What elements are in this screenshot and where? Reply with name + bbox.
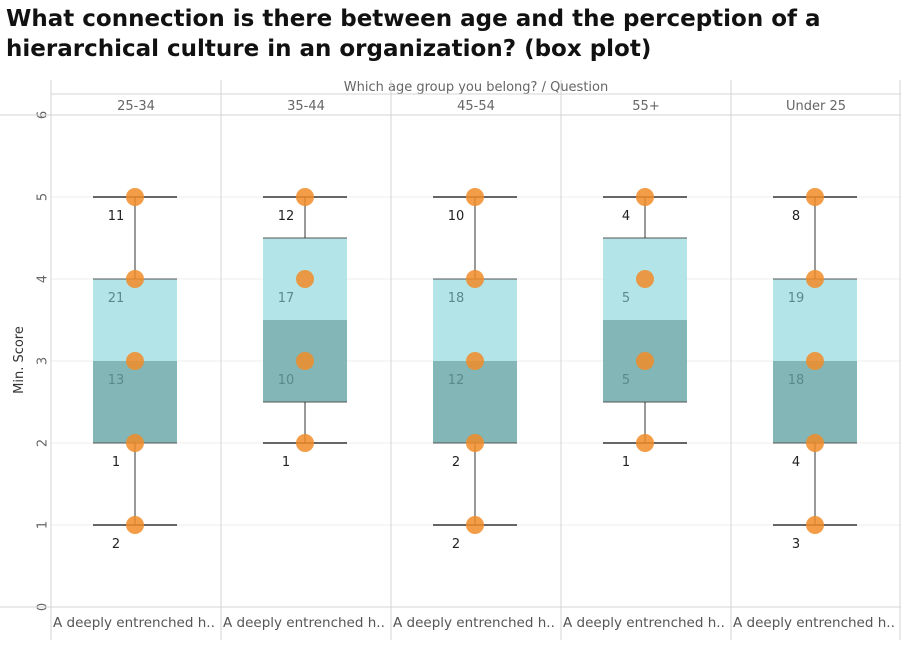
score-point	[806, 352, 824, 370]
score-point	[466, 270, 484, 288]
count-label: 12	[448, 373, 465, 388]
count-label: 13	[108, 373, 125, 388]
score-point	[126, 516, 144, 534]
score-point	[636, 352, 654, 370]
count-label: 18	[448, 291, 465, 306]
score-point	[466, 352, 484, 370]
age-group-header: 25-34	[117, 99, 155, 114]
age-group-header: Under 25	[786, 99, 846, 114]
box-upper	[773, 279, 857, 361]
panel-2: 45-54 2 2 12 18 10 A deeply entrenched h..	[393, 99, 555, 631]
count-label: 3	[792, 537, 800, 552]
count-label: 1	[112, 455, 120, 470]
y-axis-title: Min. Score	[12, 326, 27, 394]
box-lower	[433, 361, 517, 443]
count-label: 17	[278, 291, 295, 306]
age-group-header: 55+	[632, 99, 659, 114]
score-point	[636, 188, 654, 206]
question-label: A deeply entrenched h..	[563, 615, 725, 631]
age-group-header: 35-44	[287, 99, 325, 114]
y-tick-label: 5	[36, 193, 51, 201]
count-label: 5	[622, 291, 630, 306]
panel-3: 55+ 1 5 5 4 A deeply entrenched h..	[563, 99, 725, 631]
y-tick-label: 1	[36, 521, 51, 529]
count-label: 4	[792, 455, 800, 470]
count-label: 2	[452, 455, 460, 470]
chart-title: What connection is there between age and…	[6, 6, 821, 62]
score-point	[806, 188, 824, 206]
count-label: 2	[452, 537, 460, 552]
score-point	[126, 352, 144, 370]
count-label: 4	[622, 209, 630, 224]
question-label: A deeply entrenched h..	[733, 615, 895, 631]
score-point	[466, 188, 484, 206]
score-point	[126, 270, 144, 288]
count-label: 18	[788, 373, 805, 388]
question-label: A deeply entrenched h..	[53, 615, 215, 631]
question-label: A deeply entrenched h..	[393, 615, 555, 631]
y-tick-label: 2	[36, 439, 51, 447]
score-point	[466, 434, 484, 452]
count-label: 8	[792, 209, 800, 224]
score-point	[296, 188, 314, 206]
box-lower	[93, 361, 177, 443]
frame-layer	[0, 80, 901, 640]
count-label: 11	[108, 209, 125, 224]
panel-1: 35-44 1 10 17 12 A deeply entrenched h..	[223, 99, 385, 631]
box-lower	[773, 361, 857, 443]
score-point	[296, 270, 314, 288]
score-point	[806, 270, 824, 288]
count-label: 1	[282, 455, 290, 470]
box-upper	[93, 279, 177, 361]
score-point	[466, 516, 484, 534]
age-group-header: 45-54	[457, 99, 495, 114]
box-upper	[433, 279, 517, 361]
panel-4: Under 25 3 4 18 19 8 A deeply entrenched h..	[733, 99, 895, 631]
score-point	[806, 434, 824, 452]
count-label: 1	[622, 455, 630, 470]
count-label: 10	[448, 209, 465, 224]
score-point	[126, 188, 144, 206]
score-point	[636, 270, 654, 288]
count-label: 12	[278, 209, 295, 224]
score-point	[296, 352, 314, 370]
y-tick-label: 3	[36, 357, 51, 365]
score-point	[296, 434, 314, 452]
score-point	[126, 434, 144, 452]
count-label: 19	[788, 291, 805, 306]
score-point	[806, 516, 824, 534]
count-label: 5	[622, 373, 630, 388]
count-label: 2	[112, 537, 120, 552]
y-tick-label: 4	[36, 275, 51, 283]
count-label: 21	[108, 291, 125, 306]
column-header-title: Which age group you belong? / Question	[344, 80, 608, 95]
count-label: 10	[278, 373, 295, 388]
score-point	[636, 434, 654, 452]
question-label: A deeply entrenched h..	[223, 615, 385, 631]
